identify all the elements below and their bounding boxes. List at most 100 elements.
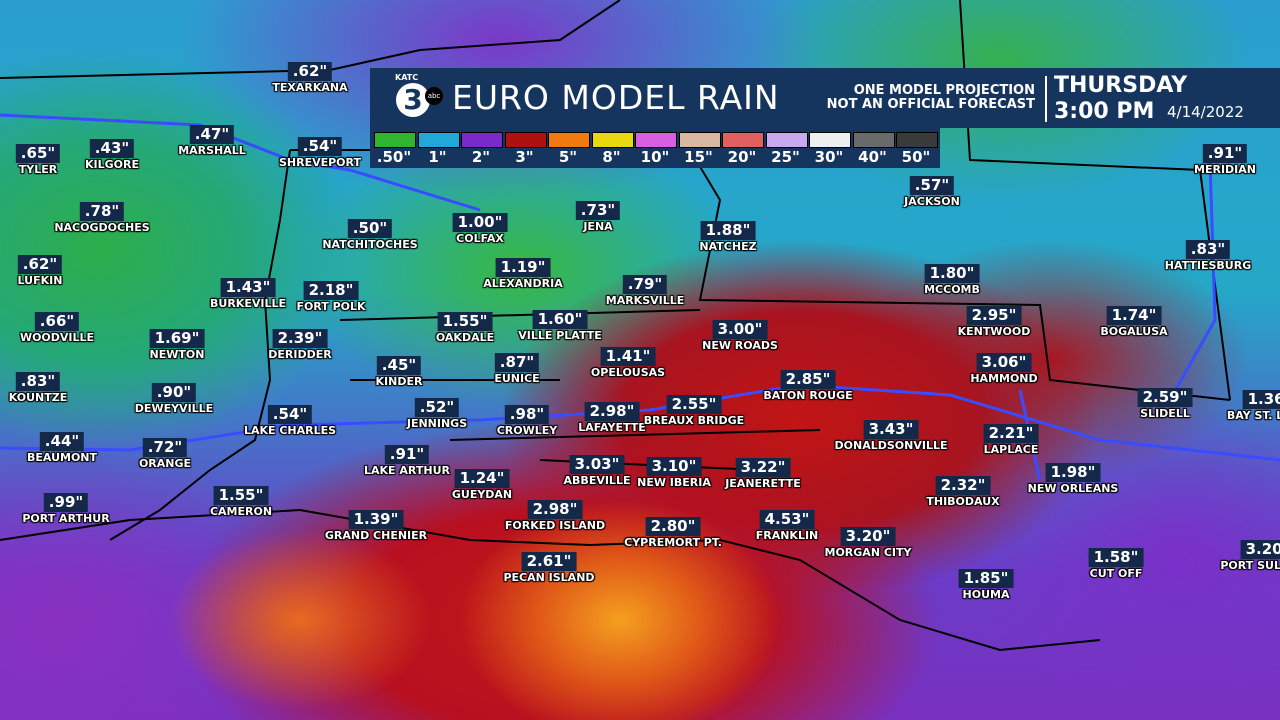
city-name: NACOGDOCHES <box>54 221 150 234</box>
city-name: LAFAYETTE <box>578 421 646 434</box>
rain-amount: 1.55" <box>213 486 269 505</box>
city-name: NEW ORLEANS <box>1027 482 1119 495</box>
legend-swatch <box>678 132 721 148</box>
rain-amount: .66" <box>34 312 80 331</box>
city-name: MERIDIAN <box>1194 163 1256 176</box>
logo-channel: 3 <box>396 83 430 117</box>
city-name: PORT SULPHUR <box>1220 559 1280 572</box>
city-name: JENNINGS <box>406 417 468 430</box>
city-name: WOODVILLE <box>19 331 95 344</box>
day: THURSDAY <box>1054 73 1188 98</box>
legend-label: 50" <box>901 148 931 166</box>
rain-amount: .83" <box>1185 240 1231 259</box>
city-name: MCCOMB <box>924 283 980 296</box>
rain-amount: .72" <box>142 438 188 457</box>
disclaimer: ONE MODEL PROJECTION NOT AN OFFICIAL FOR… <box>825 84 1035 112</box>
rain-amount: 1.60" <box>532 310 588 329</box>
city-name: ORANGE <box>138 457 192 470</box>
city-name: DERIDDER <box>268 348 332 361</box>
rain-amount: 1.43" <box>220 278 276 297</box>
city-name: LUFKIN <box>17 274 63 287</box>
rain-amount: .44" <box>39 432 85 451</box>
rain-amount: 2.95" <box>966 306 1022 325</box>
city-name: BREAUX BRIDGE <box>643 414 745 427</box>
logo: KATC 3 abc <box>392 73 444 121</box>
rain-amount: .57" <box>909 176 955 195</box>
city-name: OAKDALE <box>435 331 495 344</box>
city-name: PORT ARTHUR <box>22 512 110 525</box>
rain-amount: 2.55" <box>666 395 722 414</box>
legend: .50" 1" 2" 3" 5" 8" 10" 15" 20" 25" 30" 40" 50" <box>370 128 940 168</box>
rain-amount: .78" <box>79 202 125 221</box>
city-name: TYLER <box>18 163 58 176</box>
city-name: LAPLACE <box>983 443 1039 456</box>
city-name: MARKSVILLE <box>605 294 685 307</box>
legend-swatch <box>461 132 503 148</box>
city-name: NEW IBERIA <box>637 476 711 489</box>
rain-amount: .52" <box>414 398 460 417</box>
rain-amount: 2.98" <box>584 402 640 421</box>
city-name: JENA <box>583 220 613 233</box>
city-name: KENTWOOD <box>957 325 1031 338</box>
city-name: CROWLEY <box>496 424 558 437</box>
city-name: HAMMOND <box>970 372 1038 385</box>
legend-label: .50" <box>376 148 412 166</box>
city-name: GRAND CHENIER <box>324 529 428 542</box>
city-name: NATCHEZ <box>699 240 757 253</box>
city-name: COLFAX <box>456 232 504 245</box>
rain-amount: 2.39" <box>272 329 328 348</box>
disclaimer-line: ONE MODEL PROJECTION <box>853 83 1035 98</box>
legend-label: 3" <box>515 148 534 166</box>
rain-amount: 3.22" <box>735 458 791 477</box>
divider <box>1045 76 1047 122</box>
rain-amount: 2.21" <box>983 424 1039 443</box>
rain-amount: .83" <box>15 372 61 391</box>
city-name: BURKEVILLE <box>210 297 286 310</box>
city-name: HOUMA <box>962 588 1010 601</box>
rain-amount: .62" <box>287 62 333 81</box>
legend-swatch <box>548 132 590 148</box>
rain-amount: .91" <box>1202 144 1248 163</box>
rain-amount: 2.61" <box>521 552 577 571</box>
rain-amount: 1.69" <box>149 329 205 348</box>
rain-amount: 1.39" <box>348 510 404 529</box>
rain-amount: 1.98" <box>1045 463 1101 482</box>
legend-label: 30" <box>814 148 844 166</box>
rain-amount: .91" <box>384 445 430 464</box>
time: 3:00 PM <box>1054 99 1155 124</box>
legend-swatch <box>591 132 634 148</box>
city-name: SHREVEPORT <box>278 156 362 169</box>
legend-swatch <box>852 132 895 148</box>
city-name: CUT OFF <box>1089 567 1143 580</box>
city-name: NEWTON <box>149 348 205 361</box>
legend-swatch <box>417 132 460 148</box>
city-name: LAKE ARTHUR <box>364 464 450 477</box>
rain-amount: .99" <box>43 493 89 512</box>
rain-amount: .45" <box>376 356 422 375</box>
city-name: VILLE PLATTE <box>518 329 602 342</box>
legend-swatch <box>896 132 938 148</box>
logo-station: KATC <box>395 73 419 82</box>
legend-swatch <box>635 132 677 148</box>
rain-amount: 1.24" <box>454 469 510 488</box>
city-name: TEXARKANA <box>272 81 348 94</box>
rain-amount: .79" <box>622 275 668 294</box>
legend-swatch <box>374 132 416 148</box>
rain-amount: .43" <box>89 139 135 158</box>
city-name: MARSHALL <box>178 144 246 157</box>
rain-amount: 2.98" <box>527 500 583 519</box>
legend-swatch <box>722 132 764 148</box>
rain-amount: 1.74" <box>1106 306 1162 325</box>
city-name: FRANKLIN <box>755 529 819 542</box>
city-name: LAKE CHARLES <box>243 424 337 437</box>
city-name: PECAN ISLAND <box>503 571 595 584</box>
rain-amount: 2.32" <box>935 476 991 495</box>
legend-label: 20" <box>727 148 757 166</box>
city-name: BAY ST. LOUIS <box>1226 409 1280 422</box>
rain-amount: 3.03" <box>569 455 625 474</box>
rain-amount: .47" <box>189 125 235 144</box>
rain-amount: 2.18" <box>303 281 359 300</box>
city-name: BATON ROUGE <box>763 389 853 402</box>
legend-label: 2" <box>471 148 491 166</box>
rain-amount: 1.00" <box>452 213 508 232</box>
